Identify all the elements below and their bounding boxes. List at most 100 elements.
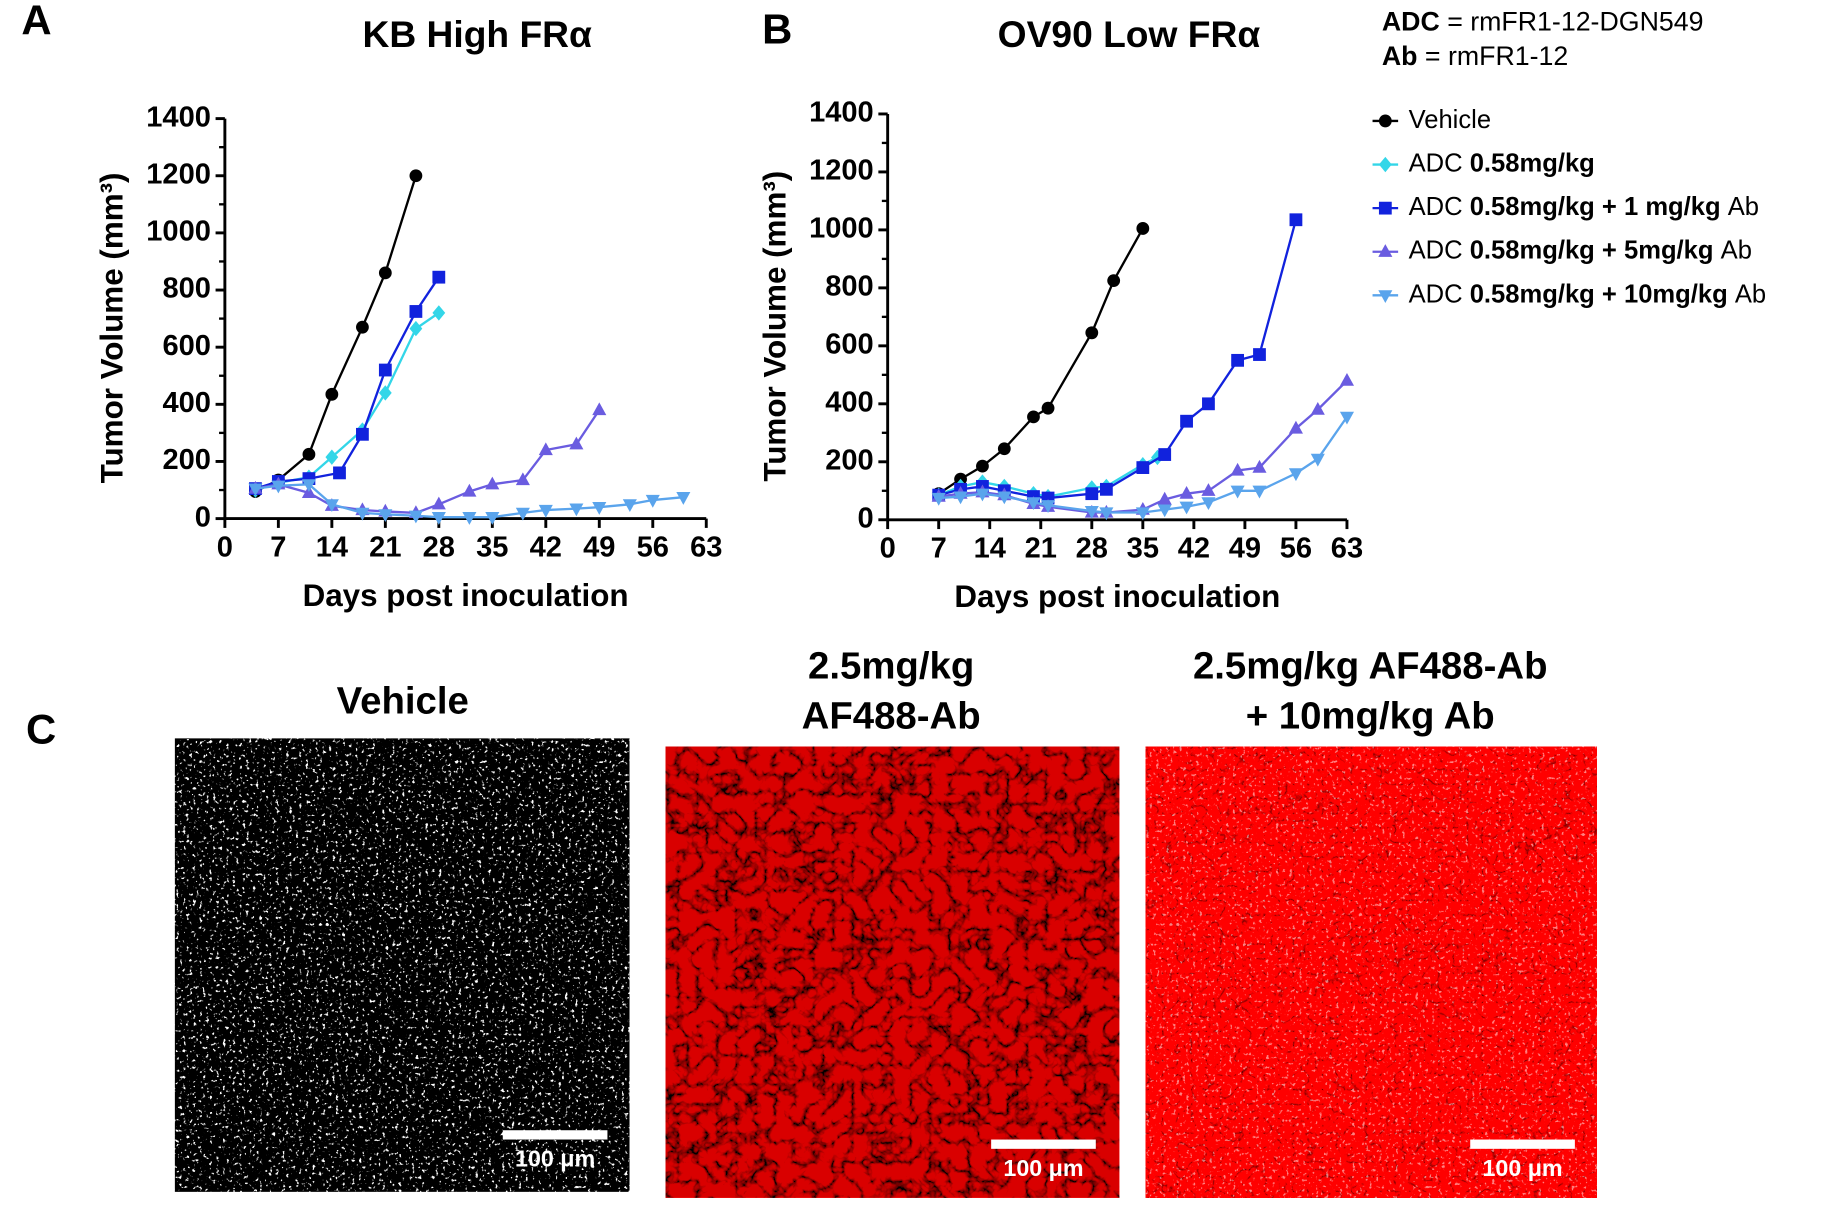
micrographs [174,738,1597,1198]
marker [931,492,946,506]
marker [432,270,446,284]
marker [1136,222,1150,235]
y-tick-label: 1000 [146,216,211,248]
marker [1135,507,1150,521]
x-tick-label: 49 [583,532,615,564]
y-tick-label: 1200 [809,155,874,187]
x-tick-label: 28 [1076,533,1108,565]
y-tick-label: 600 [825,329,873,361]
y-tick-label: 600 [162,330,210,362]
marker [622,499,637,512]
marker [1231,353,1245,367]
y-tick-label: 200 [825,444,873,476]
marker [1310,453,1325,467]
x-tick-label: 35 [476,532,508,564]
scale-bar-label: 100 μm [515,1146,595,1172]
marker [409,169,423,183]
x-tick-label: 63 [690,532,722,564]
series-line [254,175,418,493]
marker [485,476,500,490]
chart-title: KB High FRα [362,13,592,55]
marker [1157,504,1172,518]
marker [409,305,423,318]
y-tick-label: 400 [162,387,210,419]
marker [1201,497,1216,511]
marker [485,512,500,525]
marker [1310,401,1325,415]
x-tick-label: 0 [217,532,233,564]
marker [378,266,392,280]
x-tick-label: 21 [369,532,401,564]
marker [431,512,446,525]
y-tick-label: 1400 [809,97,874,129]
annotation-definition: = rmFR1-12 [1425,41,1568,71]
marker [408,510,423,524]
micrograph-texture [665,746,1120,1198]
marker [1099,482,1113,496]
marker [976,459,989,473]
marker [1179,501,1194,515]
series-line [255,311,440,492]
image-title: AF488-Ab [802,695,981,738]
marker [271,480,286,494]
marker [1288,420,1303,434]
x-tick-label: 7 [270,532,286,564]
marker [409,320,423,337]
marker [1230,485,1245,499]
marker [1179,486,1194,499]
marker [301,479,316,492]
legend-label: ADC 0.58mg/kg [1409,149,1595,177]
x-tick-label: 56 [637,532,669,564]
image-title: 2.5mg/kg AF488-Ab [1193,645,1548,688]
marker [378,509,393,522]
x-tick-label: 49 [1229,533,1261,565]
x-tick-label: 42 [530,532,562,564]
marker [1230,462,1245,476]
marker [1099,507,1114,521]
image-title: Vehicle [337,680,469,723]
marker [1202,397,1215,411]
marker [1289,213,1303,227]
image-title: 2.5mg/kg [808,645,974,688]
legend-marker [1378,156,1392,173]
y-axis-label: Tumor Volume (mm³) [757,171,792,482]
annotation: ADC = rmFR1-12-DGN549 [1382,6,1704,36]
y-tick-label: 0 [195,501,211,533]
y-tick-label: 1200 [146,158,211,190]
marker [645,494,660,508]
marker [997,442,1011,456]
marker [975,488,990,502]
marker [592,502,607,515]
panel-label: B [762,6,792,53]
marker [324,499,339,512]
x-tick-label: 35 [1127,533,1159,565]
marker [569,436,584,450]
x-tick-label: 14 [316,532,348,564]
marker [431,496,446,510]
y-tick-label: 800 [162,273,210,305]
y-tick-label: 200 [162,444,210,476]
scale-bar [991,1139,1096,1149]
legend-label: ADC 0.58mg/kg + 1 mg/kg Ab [1409,193,1759,221]
marker [1339,372,1354,386]
marker [432,305,446,321]
marker [325,449,339,465]
y-tick-label: 1000 [809,213,874,245]
marker [1027,410,1040,424]
legend-marker [1378,114,1392,128]
marker [378,385,392,401]
marker [953,491,968,505]
x-tick-label: 63 [1331,533,1363,565]
marker [302,447,316,461]
annotation-definition: = rmFR1-12-DGN549 [1447,6,1703,36]
marker [676,492,691,505]
marker [515,507,530,521]
panel-label: A [21,0,51,43]
marker [515,472,530,486]
scale-bar-label: 100 μm [1482,1155,1562,1181]
marker [1136,461,1150,474]
marker [1107,274,1121,288]
marker [538,442,553,456]
marker [1339,411,1354,425]
image-title: + 10mg/kg Ab [1246,695,1495,738]
